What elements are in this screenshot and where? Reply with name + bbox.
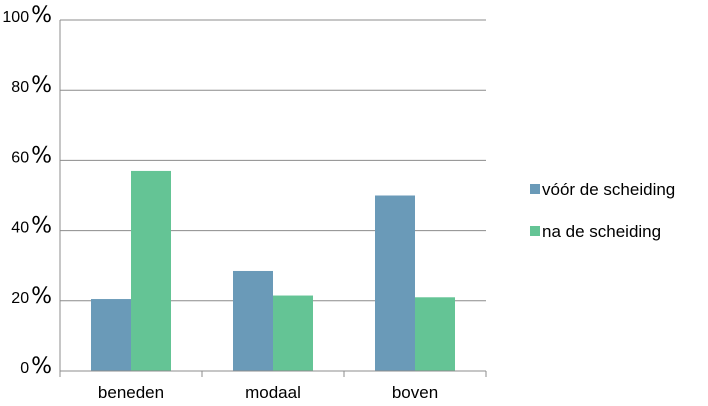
y-tick-label: 100%: [2, 3, 52, 28]
bar: [91, 299, 131, 371]
legend-label: vóór de scheiding: [542, 180, 675, 199]
y-tick-label: 20%: [11, 284, 52, 309]
legend-swatch: [530, 184, 540, 194]
bar: [233, 270, 273, 371]
axes: [59, 20, 487, 377]
x-tick-label: modaal: [245, 383, 301, 402]
bar: [131, 170, 171, 371]
bar: [273, 295, 313, 371]
y-tick-label: 60%: [11, 143, 52, 168]
gridlines: [60, 19, 486, 302]
x-tick-label: boven: [392, 383, 438, 402]
y-tick-label: 40%: [11, 214, 52, 239]
y-tick-label: 80%: [11, 73, 52, 98]
y-tick-label: 0%: [20, 354, 52, 379]
bar: [415, 297, 455, 371]
legend-label: na de scheiding: [542, 222, 661, 241]
bars: [91, 170, 455, 371]
legend: vóór de scheiding na de scheiding: [530, 180, 675, 241]
x-axis-labels: beneden modaal boven: [98, 383, 438, 402]
bar: [375, 195, 415, 371]
x-tick-label: beneden: [98, 383, 164, 402]
y-axis-ticks: 0% 20% 40% 60% 80% 100%: [2, 3, 52, 379]
legend-swatch: [530, 226, 540, 236]
